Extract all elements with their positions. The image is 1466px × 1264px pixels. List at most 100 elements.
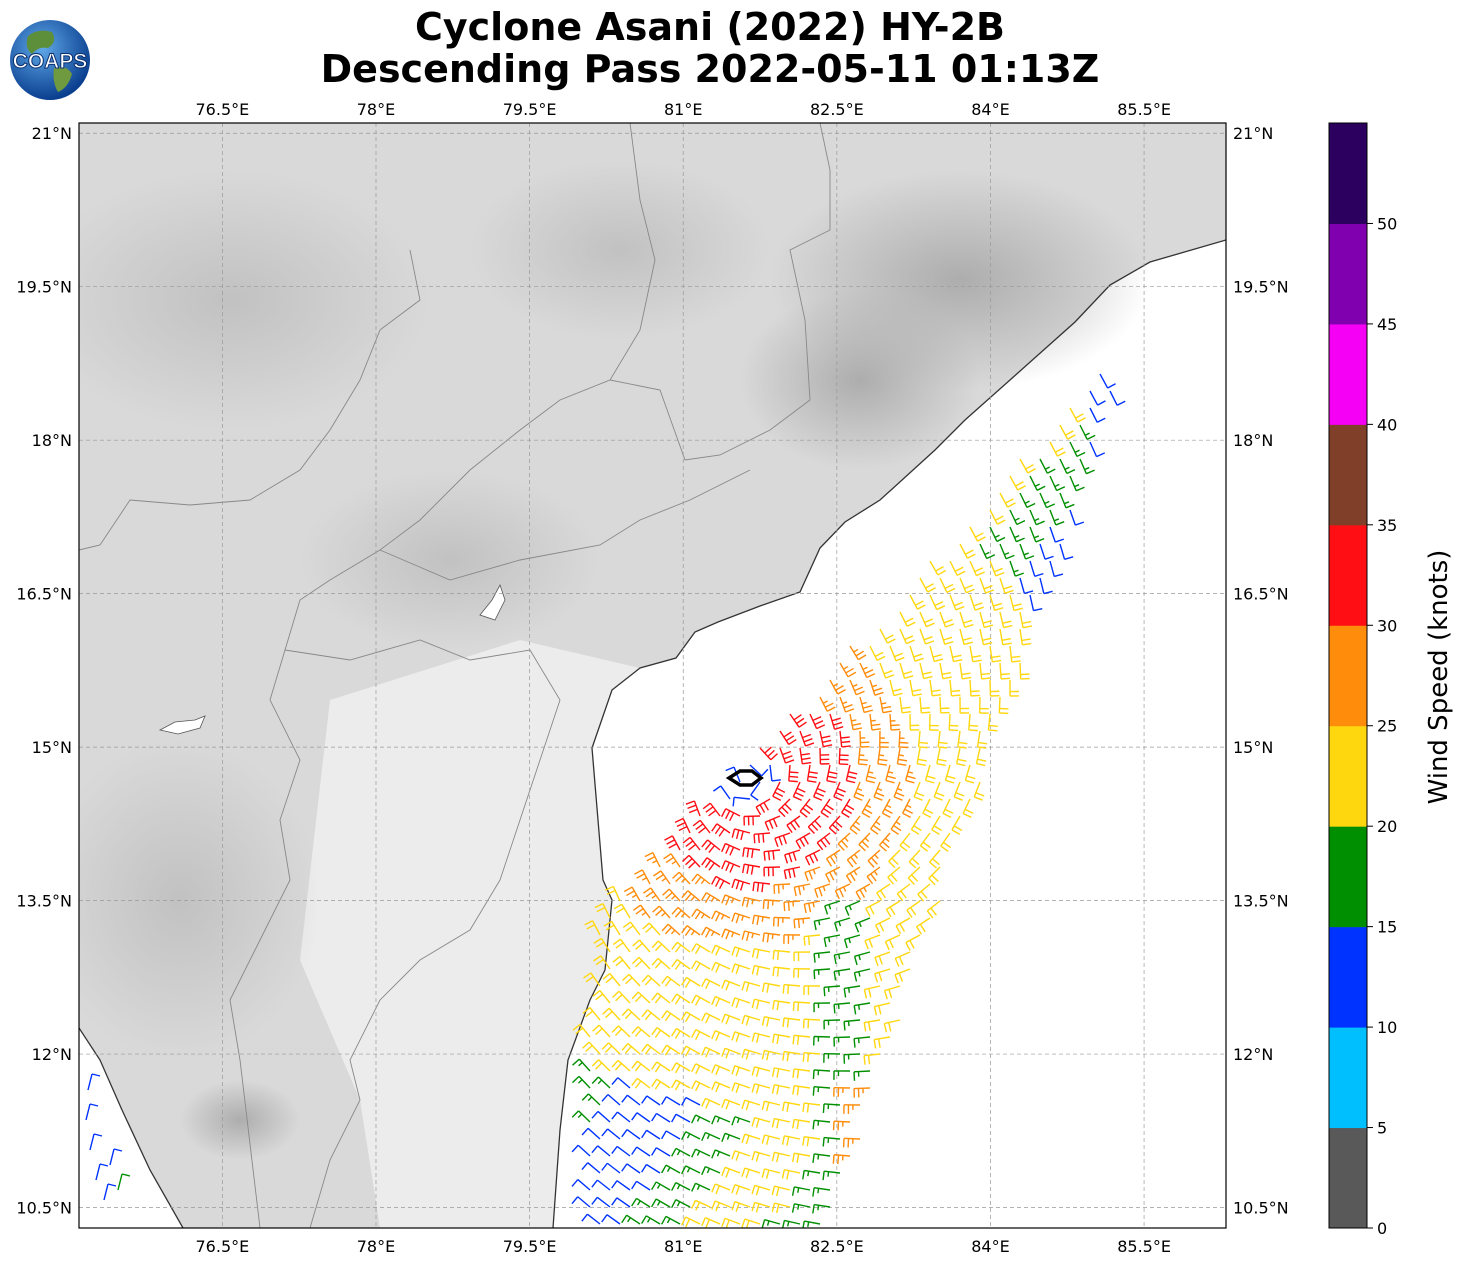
cloud-patch	[470, 160, 770, 340]
wind-barb	[755, 798, 771, 816]
wind-barb	[601, 1214, 621, 1225]
wind-barb	[792, 781, 806, 801]
wind-barb	[802, 1018, 821, 1029]
wind-barb	[791, 1186, 811, 1196]
wind-barb	[671, 1147, 691, 1157]
wind-barb	[631, 991, 651, 1004]
wind-barb	[910, 815, 922, 835]
wind-barb	[959, 543, 976, 559]
wind-barb	[761, 1219, 781, 1228]
wind-barb	[751, 998, 771, 1010]
wind-barb	[751, 1201, 771, 1213]
wind-barb	[771, 1151, 791, 1163]
wind-barb	[763, 866, 781, 877]
wind-barb	[989, 594, 1004, 612]
wind-barb	[832, 1120, 851, 1131]
colorbar-tick-label: 25	[1377, 717, 1397, 736]
wind-barb	[731, 878, 751, 891]
wind-barb	[601, 1093, 621, 1106]
wind-barb	[621, 1043, 641, 1055]
colorbar-label: Wind Speed (knots)	[1424, 550, 1454, 805]
wind-barb	[85, 1103, 99, 1121]
wind-barb	[571, 1196, 591, 1208]
wind-barb	[681, 925, 701, 936]
longitude-ticks-top: 76.5°E 78°E 79.5°E 81°E 82.5°E 84°E 85.5°E	[196, 100, 1171, 119]
wind-barb	[721, 928, 741, 940]
wind-barb	[681, 1011, 701, 1023]
cloud-patch	[79, 740, 320, 1060]
wind-barb	[1009, 509, 1026, 526]
wind-barb	[879, 730, 889, 748]
wind-barb	[791, 1152, 811, 1163]
wind-barb	[845, 764, 858, 784]
wind-barb	[711, 995, 731, 1007]
wind-barb	[843, 1019, 861, 1031]
wind-barb	[915, 917, 931, 935]
wind-barb	[913, 781, 925, 801]
wind-barb	[681, 1165, 701, 1175]
wind-barb	[731, 828, 751, 841]
wind-barb	[772, 966, 791, 977]
wind-barb	[671, 1113, 691, 1123]
wind-barb	[749, 764, 769, 777]
wind-barb	[919, 832, 931, 852]
lat-tick-label: 16.5°N	[1233, 585, 1289, 604]
wind-barb	[772, 916, 791, 927]
wind-barb	[711, 1064, 731, 1076]
wind-barb	[1069, 475, 1085, 492]
wind-barb	[889, 679, 903, 697]
wind-barb	[782, 983, 801, 994]
wind-barb	[591, 1110, 611, 1123]
wind-barb	[869, 679, 884, 696]
wind-barb	[572, 1024, 591, 1038]
wind-barb	[855, 883, 871, 901]
wind-barb	[786, 815, 801, 834]
wind-barb	[631, 1197, 651, 1208]
wind-barb	[751, 1066, 771, 1077]
wind-barb	[701, 978, 721, 990]
wind-barb	[823, 934, 841, 948]
wind-barb	[799, 730, 815, 747]
wind-barb	[591, 1145, 611, 1157]
wind-barb	[853, 1087, 871, 1098]
wind-barb	[1039, 577, 1053, 595]
wind-barb	[989, 645, 1002, 663]
wind-barb	[769, 764, 781, 782]
wind-barb	[762, 899, 781, 910]
wind-barb	[802, 1102, 821, 1113]
wind-barb	[844, 900, 861, 916]
colorbar-segment	[1329, 424, 1367, 526]
wind-barb	[845, 866, 861, 884]
lat-tick-label: 19.5°N	[16, 278, 72, 297]
wind-barb	[611, 1145, 631, 1157]
wind-barb	[1069, 441, 1086, 458]
wind-barb	[822, 1136, 841, 1147]
wind-barb	[731, 963, 751, 975]
wind-barb	[671, 959, 691, 970]
wind-barb	[885, 900, 901, 918]
wind-barb	[823, 1053, 841, 1063]
wind-barb	[979, 611, 994, 629]
lon-tick-label: 85.5°E	[1117, 1237, 1171, 1256]
wind-barb	[572, 1058, 591, 1072]
wind-barb	[711, 823, 731, 837]
wind-barb	[884, 985, 901, 1000]
wind-barb	[771, 1185, 791, 1197]
wind-barb	[792, 1118, 811, 1130]
wind-barb	[1019, 458, 1036, 474]
wind-barb	[642, 887, 661, 902]
wind-barb	[843, 985, 861, 998]
wind-barb	[593, 937, 611, 953]
wind-barb	[711, 1030, 731, 1041]
wind-barb	[873, 1002, 891, 1016]
wind-barb	[865, 764, 877, 784]
wind-barb	[899, 832, 911, 852]
wind-barb	[751, 1083, 771, 1094]
wind-barb	[103, 1183, 117, 1201]
wind-barb	[87, 1073, 101, 1091]
wind-barb	[611, 1180, 631, 1191]
wind-barb	[917, 883, 931, 902]
wind-barb	[859, 662, 876, 679]
wind-barb	[819, 730, 833, 748]
